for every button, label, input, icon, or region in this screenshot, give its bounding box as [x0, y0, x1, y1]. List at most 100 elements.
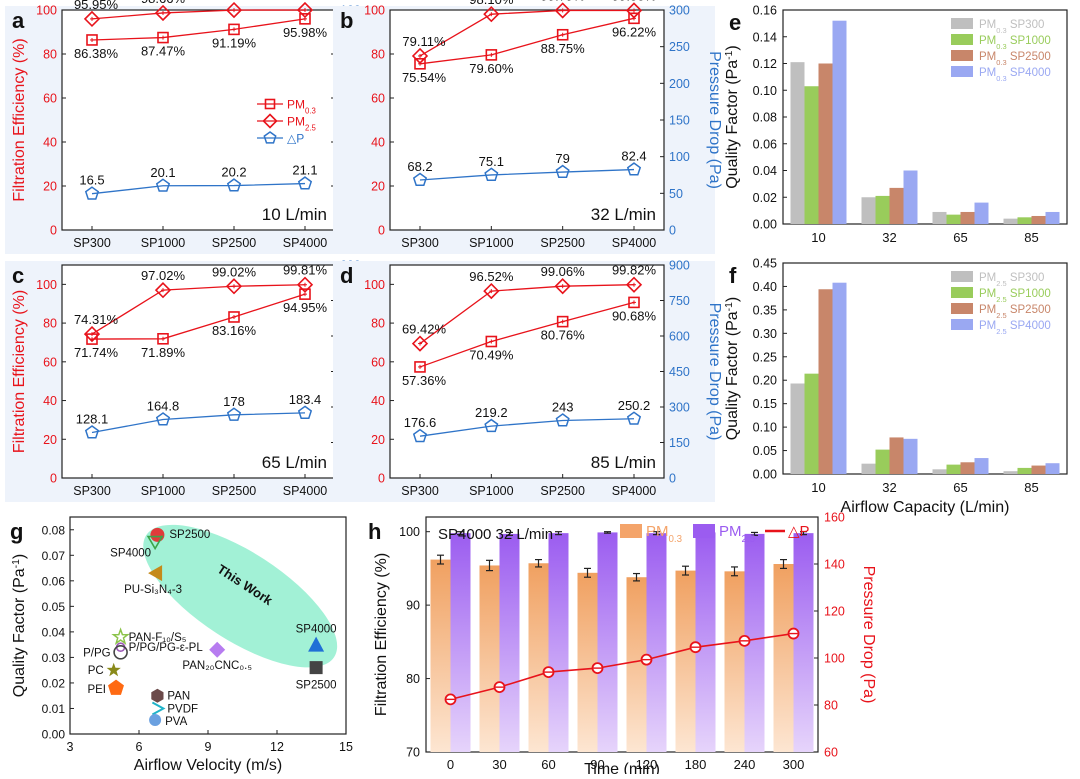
- y-tick-label: 80: [43, 317, 57, 331]
- point-label: PVDF: [167, 703, 198, 715]
- flow-rate-label: 10 L/min: [262, 205, 327, 224]
- data-label: 98.66%: [141, 0, 186, 6]
- bar: [960, 211, 975, 224]
- y2-tick-label: 100: [669, 150, 690, 164]
- scatter-point: [113, 645, 128, 660]
- data-point-dp: [412, 172, 428, 186]
- y-tick-label: 100: [364, 278, 385, 292]
- legend-label: PM2.5: [719, 523, 756, 545]
- panel-h: 70 80 90 100 60 80 100 120 140 160 0 30 60 90 120 180 24…: [368, 511, 877, 779]
- bar: [932, 211, 947, 224]
- y-tick-label: 0.00: [753, 218, 777, 232]
- y2-tick-label: 750: [669, 294, 690, 308]
- bar-pm25: [695, 532, 716, 752]
- text-span: ): [724, 45, 741, 50]
- y2-tick-label: 140: [824, 558, 845, 572]
- x-tick-label: 65: [953, 480, 967, 495]
- y-tick-label: 80: [371, 317, 385, 331]
- series-line: [419, 418, 635, 437]
- y-tick-label: 90: [406, 599, 420, 613]
- flow-rate-label: 85 L/min: [591, 453, 656, 472]
- y-tick-label: 0.08: [42, 523, 66, 537]
- x-tick-label: SP300: [73, 236, 111, 250]
- y-tick-label: 40: [371, 394, 385, 408]
- y-tick-label: 0: [378, 472, 385, 486]
- bar: [818, 289, 833, 474]
- legend-label: PM0.3: [646, 523, 682, 545]
- y2-tick-label: 900: [669, 259, 690, 273]
- bar: [818, 63, 833, 224]
- y2-tick-label: 450: [669, 365, 690, 379]
- x-tick-label: SP1000: [469, 484, 514, 498]
- data-label: 99.06%: [541, 264, 586, 279]
- y-tick-label: 0: [50, 224, 57, 238]
- y-tick-label: 0.01: [42, 702, 66, 716]
- y2-tick-label: 0: [669, 472, 676, 486]
- x-tick-label: 3: [67, 740, 74, 754]
- text-span: PM: [287, 98, 305, 112]
- point-label: P/PG: [83, 647, 111, 659]
- flow-rate-label: 32 L/min: [591, 205, 656, 224]
- panel-e: 0.00 0.02 0.04 0.06 0.08 0.10 0.12 0.14 0.16 10 32…: [724, 4, 1068, 245]
- point-label: PAN₂₀CNC₀.₅: [182, 660, 252, 672]
- y-tick-label: 40: [43, 136, 57, 150]
- series-line: [419, 9, 635, 57]
- y-tick-label: 0.10: [753, 84, 777, 98]
- x-tick-label: 12: [270, 740, 284, 754]
- bar-pm03: [773, 564, 794, 752]
- data-label: 176.6: [404, 415, 437, 430]
- point-label: P/PG/PG-ε-PL: [129, 642, 204, 654]
- x-tick-label: 10: [811, 230, 825, 245]
- bar-pm03: [528, 563, 549, 752]
- data-label: 20.1: [150, 165, 175, 180]
- data-label: 98.10%: [469, 0, 514, 7]
- scatter-point: [149, 713, 162, 726]
- text-span: -1: [724, 302, 735, 311]
- text-span: 2.5: [996, 295, 1006, 304]
- data-label: 16.5: [79, 173, 104, 188]
- legend-label: PM0.3 SP300: [979, 19, 1044, 35]
- y-tick-label: 100: [399, 525, 420, 539]
- bar: [1031, 215, 1046, 224]
- series-line: [91, 9, 306, 20]
- legend-marker: [264, 98, 276, 110]
- data-label: 71.74%: [74, 345, 119, 360]
- y-tick-label: 0: [50, 472, 57, 486]
- text-span: Quality Factor (Pa: [11, 568, 28, 697]
- x-tick-label: 300: [783, 757, 805, 772]
- data-label: 99.82%: [612, 263, 657, 278]
- bar-pm03: [724, 571, 745, 752]
- scatter-point: [308, 636, 325, 652]
- x-axis-title: Airflow Velocity (m/s): [134, 757, 282, 774]
- data-label: 21.1: [292, 163, 317, 178]
- x-tick-label: 0: [447, 757, 454, 772]
- legend-swatch: [951, 34, 973, 45]
- point-label: SP4000: [110, 548, 151, 560]
- point-label: PEI: [87, 684, 106, 696]
- y-tick-label: 0.05: [753, 444, 777, 458]
- scatter-point: [148, 565, 163, 582]
- y-tick-label: 0.06: [42, 574, 66, 588]
- y-tick-label: 60: [371, 355, 385, 369]
- text-span: 0.3: [305, 106, 316, 115]
- legend-swatch: [951, 287, 973, 298]
- data-label: 99.02%: [212, 264, 257, 279]
- y-tick-label: 100: [364, 4, 385, 18]
- legend-swatch: [620, 524, 642, 538]
- bar: [946, 464, 961, 474]
- x-tick-label: SP1000: [141, 484, 186, 498]
- data-label: 94.95%: [283, 300, 328, 315]
- panel-letter: h: [368, 519, 381, 544]
- legend-label: PM2.5 SP300: [979, 272, 1044, 288]
- text-span: PM: [287, 115, 305, 129]
- x-tick-label: SP2500: [540, 484, 585, 498]
- y2-axis-title: Pressure Drop (Pa): [706, 303, 723, 441]
- data-point-pm25: [554, 2, 571, 19]
- x-tick-label: 32: [882, 480, 896, 495]
- y-tick-label: 0.08: [753, 111, 777, 125]
- data-point-pm03: [86, 34, 98, 46]
- series-line: [91, 284, 306, 335]
- data-label: 90.68%: [612, 308, 657, 323]
- this-work-region: [143, 524, 338, 668]
- data-point-pm25: [225, 1, 243, 19]
